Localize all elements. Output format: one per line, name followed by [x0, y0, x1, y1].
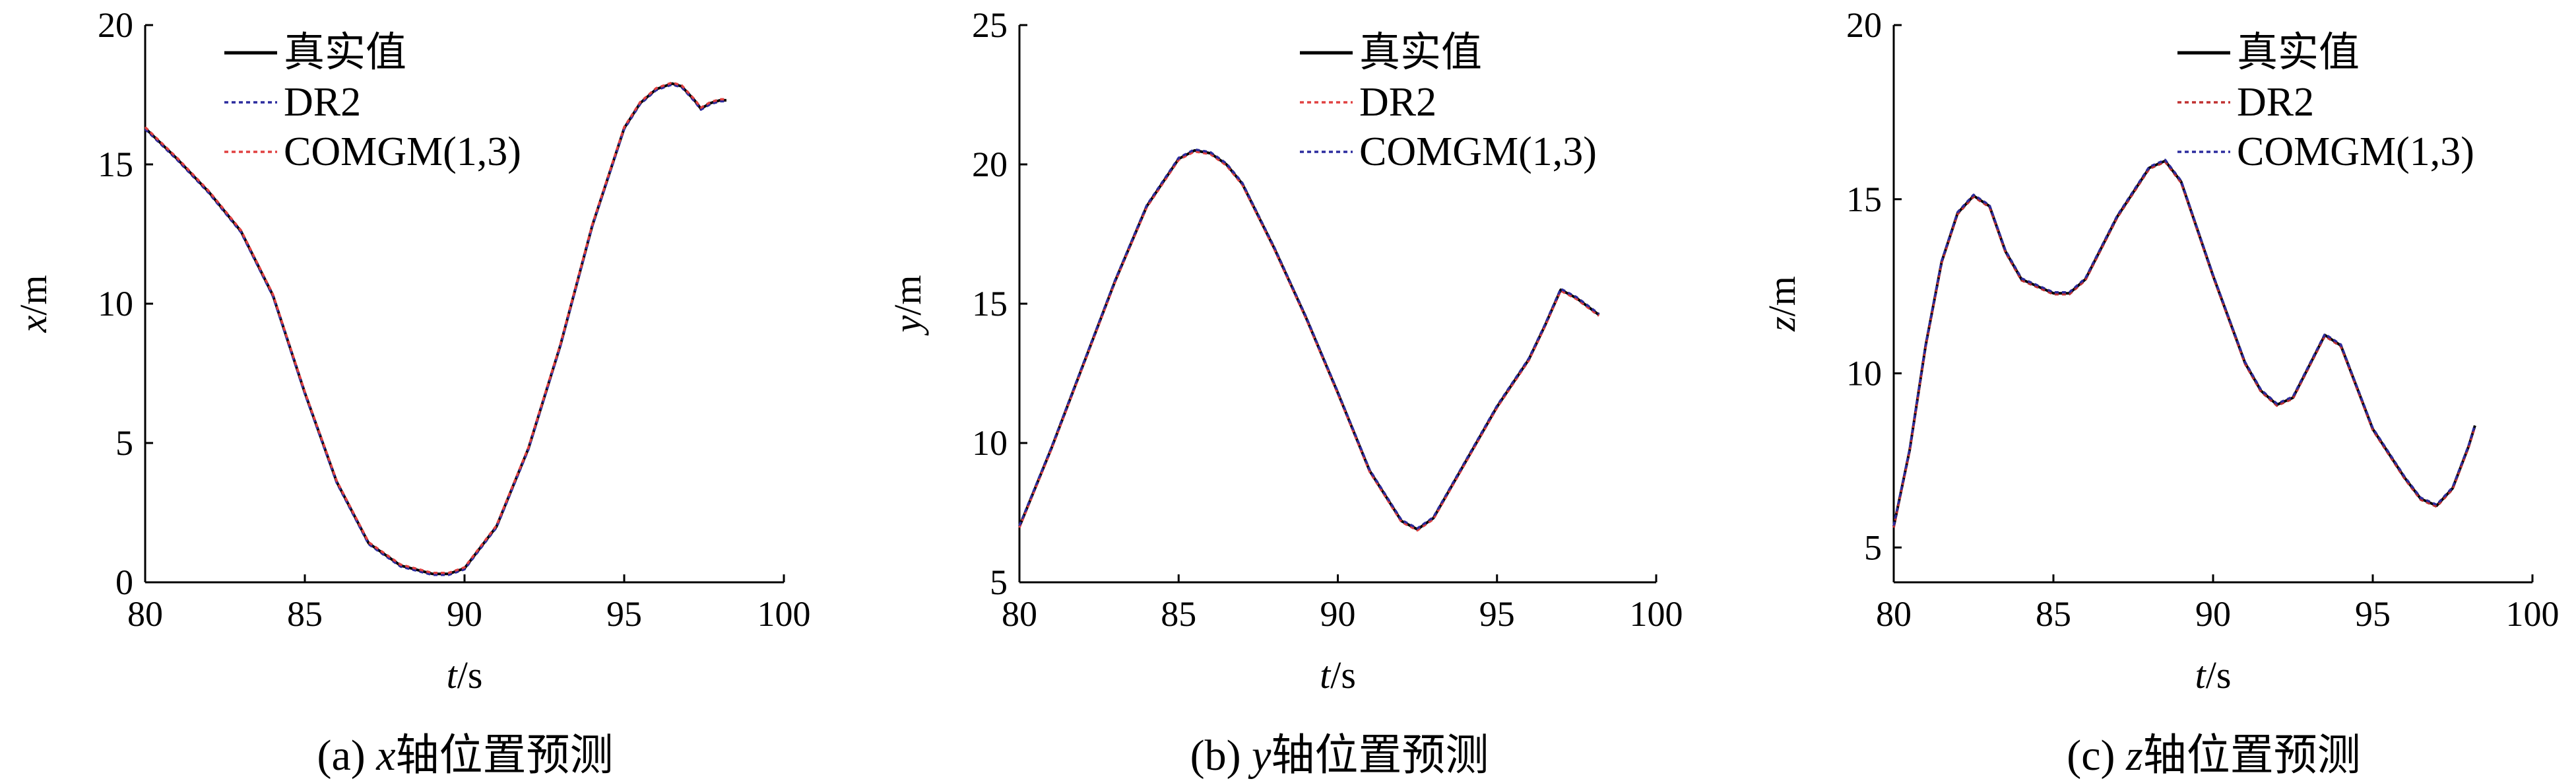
- series-line-dr2: [1018, 150, 1600, 532]
- chart-caption: (a) x轴位置预测: [317, 732, 613, 780]
- y-axis-label-var: y: [886, 315, 929, 335]
- y-tick-label: 5: [115, 423, 133, 463]
- y-tick-label: 25: [972, 5, 1008, 45]
- x-tick-label: 80: [127, 594, 163, 634]
- x-axis-label-var: t: [1320, 654, 1332, 697]
- legend-label: 真实值: [1359, 30, 1482, 75]
- y-tick-label: 10: [972, 423, 1008, 463]
- x-axis-label-var: t: [2195, 654, 2207, 697]
- legend-label: 真实值: [2237, 30, 2360, 75]
- y-tick-label: 15: [98, 145, 133, 184]
- chart-panel-b: 80 85 90 95 100 5 10 15 20 25 t/s y/m 真实值 DR2COMGM(1,…: [886, 5, 1683, 780]
- y-axis-label-var: z: [1760, 316, 1803, 332]
- x-axis-label: t/s: [2195, 654, 2232, 697]
- x-tick-label: 90: [447, 594, 482, 634]
- x-tick-label: 95: [2355, 594, 2391, 634]
- x-axis-label: t/s: [1320, 654, 1356, 697]
- legend-label: COMGM(1,3): [284, 129, 521, 174]
- x-tick-label: 90: [2195, 594, 2231, 634]
- series-line-comgm: [144, 81, 726, 574]
- legend-label: 真实值: [284, 30, 406, 75]
- legend-label: COMGM(1,3): [2237, 129, 2474, 174]
- y-axis-label-unit: /m: [12, 275, 55, 316]
- series-line-dr2: [1892, 160, 2476, 528]
- x-tick-label: 95: [606, 594, 642, 634]
- y-axis-label-var: x: [12, 315, 55, 333]
- legend-label: DR2: [284, 80, 361, 125]
- caption-prefix: (a): [317, 732, 376, 780]
- y-tick-label: 5: [990, 562, 1008, 602]
- caption-suffix: 轴位置预测: [2143, 732, 2361, 780]
- y-axis-label: x/m: [12, 275, 55, 333]
- x-axis-label-unit: /s: [1330, 654, 1356, 697]
- series-line-true-value: [1892, 159, 2476, 528]
- series-line-comgm: [1892, 158, 2476, 526]
- x-tick-label: 80: [1002, 594, 1037, 634]
- series-line-true-value: [1018, 149, 1600, 531]
- caption-prefix: (b): [1190, 732, 1252, 780]
- caption-var: y: [1248, 732, 1272, 780]
- x-axis-label-unit: /s: [457, 654, 483, 697]
- caption-suffix: 轴位置预测: [1271, 732, 1489, 780]
- x-axis-label-unit: /s: [2206, 654, 2232, 697]
- series-line-comgm: [1018, 148, 1600, 530]
- y-tick-label: 20: [98, 5, 133, 45]
- chart-caption: (b) y轴位置预测: [1190, 732, 1489, 780]
- x-axis-label: t/s: [447, 654, 483, 697]
- caption-prefix: (c): [2067, 732, 2126, 780]
- y-tick-label: 5: [1864, 528, 1882, 567]
- y-axis-label: z/m: [1760, 276, 1803, 332]
- caption-var: z: [2125, 732, 2143, 780]
- x-tick-label: 80: [1876, 594, 1912, 634]
- chart-panel-c: 80 85 90 95 100 5 10 15 20 t/s z/m 真实值 DR2COMGM(1,3)…: [1760, 5, 2560, 780]
- legend-label: DR2: [2237, 80, 2314, 125]
- y-tick-label: 0: [115, 562, 133, 602]
- x-tick-label: 90: [1320, 594, 1356, 634]
- y-tick-label: 20: [972, 145, 1008, 184]
- x-tick-label: 85: [1161, 594, 1196, 634]
- x-axis-label-var: t: [447, 654, 459, 697]
- chart-caption: (c) z轴位置预测: [2067, 732, 2360, 780]
- legend-label: COMGM(1,3): [1359, 129, 1597, 174]
- y-tick-label: 15: [1846, 180, 1882, 219]
- y-tick-label: 15: [972, 284, 1008, 323]
- y-tick-label: 10: [98, 284, 133, 323]
- x-tick-label: 100: [1630, 594, 1683, 634]
- x-tick-label: 85: [287, 594, 323, 634]
- caption-var: x: [375, 732, 395, 780]
- y-tick-label: 10: [1846, 354, 1882, 393]
- legend-label: DR2: [1359, 80, 1436, 125]
- caption-suffix: 轴位置预测: [396, 732, 614, 780]
- y-axis-label: y/m: [886, 275, 929, 336]
- y-tick-label: 20: [1846, 5, 1882, 45]
- x-tick-label: 95: [1479, 594, 1515, 634]
- chart-panel-a: 80 85 90 95 100 0 5 10 15 20 t/s x/m 真实值 DR2COMGM(1,3…: [12, 5, 811, 780]
- x-tick-label: 100: [2506, 594, 2560, 634]
- x-tick-label: 100: [757, 594, 811, 634]
- x-tick-label: 85: [2036, 594, 2071, 634]
- y-axis-label-unit: /m: [886, 275, 929, 316]
- y-axis-label-unit: /m: [1760, 276, 1803, 316]
